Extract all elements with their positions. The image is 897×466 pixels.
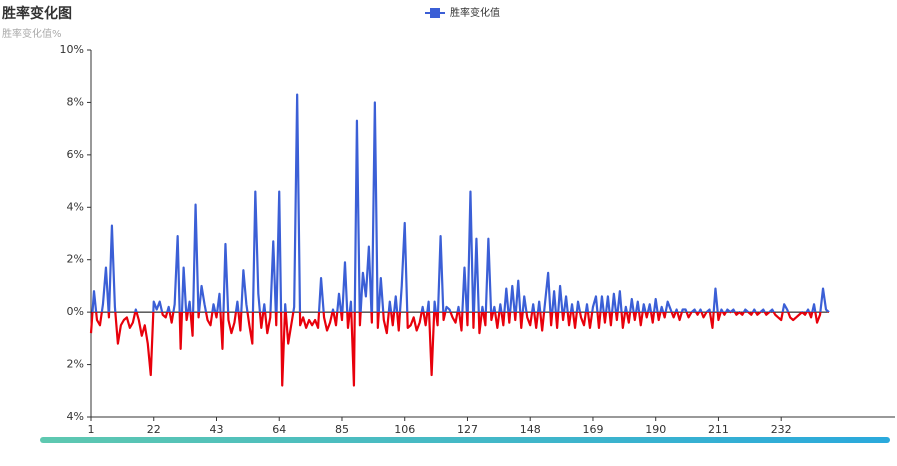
x-tick-label: 211	[708, 423, 729, 436]
y-tick-label: 2%	[67, 358, 84, 371]
chart-title: 胜率变化图	[2, 5, 72, 22]
x-tick-label: 232	[771, 423, 792, 436]
x-tick-label: 127	[457, 423, 478, 436]
x-tick-label: 1	[88, 423, 95, 436]
y-tick-label: 6%	[67, 148, 84, 161]
y-tick-label: 0%	[67, 305, 84, 318]
x-tick-label: 85	[335, 423, 349, 436]
x-tick-label: 22	[147, 423, 161, 436]
chart-subtitle: 胜率变化值%	[2, 27, 62, 40]
x-tick-label: 43	[209, 423, 223, 436]
line-series	[89, 93, 830, 387]
y-tick-label: 4%	[67, 200, 84, 213]
legend-label: 胜率变化值	[450, 6, 500, 19]
x-tick-label: 148	[520, 423, 541, 436]
zoom-slider[interactable]	[40, 437, 890, 443]
y-tick-label: 8%	[67, 95, 84, 108]
x-tick-label: 169	[582, 423, 603, 436]
y-tick-label: 4%	[67, 410, 84, 423]
x-tick-label: 106	[394, 423, 415, 436]
y-tick-label: 2%	[67, 253, 84, 266]
x-tick-label: 64	[272, 423, 286, 436]
legend-item[interactable]: 胜率变化值	[425, 6, 500, 19]
legend-swatch	[430, 8, 440, 18]
y-tick-label: 10%	[60, 43, 84, 56]
x-tick-label: 190	[645, 423, 666, 436]
